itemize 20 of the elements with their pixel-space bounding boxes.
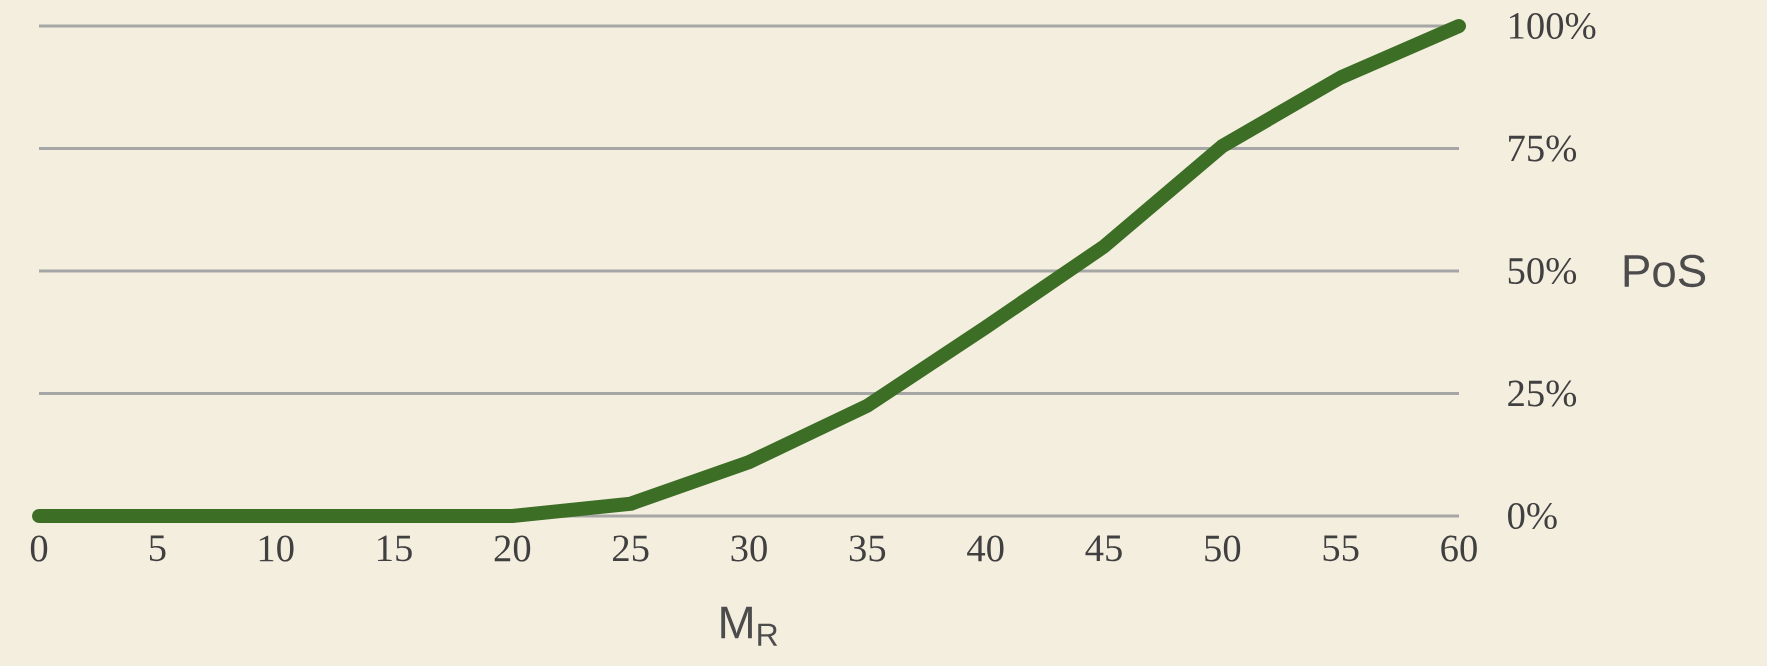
x-tick-label: 40 (967, 535, 1004, 562)
x-tick-label: 20 (494, 535, 531, 562)
y-tick-label: 0% (1508, 502, 1557, 530)
y-tick-label: 75% (1509, 135, 1577, 162)
x-tick-label: 5 (149, 535, 166, 562)
y-tick-label: 25% (1508, 380, 1577, 407)
x-tick-label: 0 (30, 535, 48, 562)
x-tick-label: 30 (731, 535, 767, 562)
x-tick-label: 35 (849, 535, 886, 562)
x-tick-label: 60 (1441, 535, 1477, 562)
y-axis-title: PoS (1624, 254, 1706, 288)
x-tick-label: 15 (378, 535, 412, 562)
y-tick-label: 100% (1509, 12, 1596, 40)
y-tick-label: 50% (1508, 257, 1577, 285)
x-tick-label: 25 (613, 535, 649, 562)
x-axis-title: M$_{R}$ (721, 606, 778, 646)
x-tick-label: 50 (1205, 535, 1241, 562)
x-tick-label: 45 (1085, 535, 1122, 562)
x-tick-label: 55 (1323, 535, 1359, 562)
x-tick-label: 10 (259, 535, 294, 562)
